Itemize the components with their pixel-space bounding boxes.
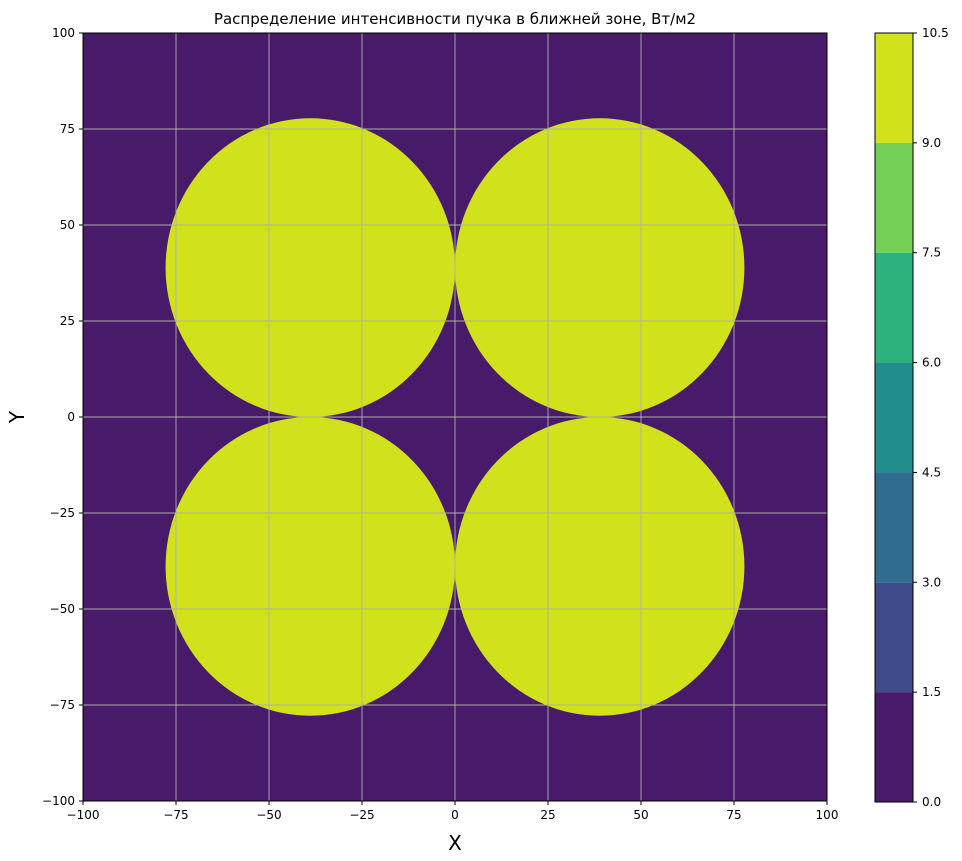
y-tick-label: −25	[50, 506, 75, 520]
y-tick-label: 50	[60, 218, 75, 232]
colorbar-band	[875, 582, 913, 693]
y-tick-label: 0	[67, 410, 75, 424]
colorbar-frame	[874, 32, 914, 803]
x-tick-label: 50	[633, 808, 648, 822]
colorbar-band	[875, 362, 913, 473]
x-tick-label: 100	[816, 808, 839, 822]
y-tick-label: −75	[50, 698, 75, 712]
x-tick-label: −25	[349, 808, 374, 822]
beam-spot-4	[455, 416, 745, 716]
y-axis-label: Y	[5, 410, 29, 424]
x-tick-label: −50	[256, 808, 281, 822]
beam-spot-1	[165, 118, 456, 417]
x-tick-label: 25	[540, 808, 555, 822]
beam-spot-2	[455, 118, 745, 417]
colorbar-band	[875, 692, 913, 802]
beam-spot-3	[165, 416, 456, 716]
colorbar-tick-label: 4.5	[922, 465, 941, 479]
colorbar-tick-label: 9.0	[922, 136, 941, 150]
colorbar-tick-label: 10.5	[922, 26, 949, 40]
colorbar-tick-label: 7.5	[922, 246, 941, 260]
y-tick-label: 25	[60, 314, 75, 328]
colorbar-band	[875, 33, 913, 143]
y-tick-label: −50	[50, 602, 75, 616]
colorbar-band	[875, 252, 913, 363]
colorbar-tick-label: 3.0	[922, 575, 941, 589]
colorbar-band	[875, 472, 913, 583]
axes: −100 −75 −50 −25 0 25 50 75 100 −100 −75 −50 −25 0 25 5…	[42, 26, 838, 822]
x-tick-label: 75	[726, 808, 741, 822]
colorbar-tick-label: 1.5	[922, 685, 941, 699]
x-tick-label: −100	[67, 808, 100, 822]
x-tick-label: 0	[451, 808, 459, 822]
x-tick-label: −75	[163, 808, 188, 822]
y-tick-label: −100	[42, 794, 75, 808]
colorbar-tick-label: 0.0	[922, 795, 941, 809]
y-tick-label: 100	[52, 26, 75, 40]
chart-title: Распределение интенсивности пучка в ближ…	[214, 10, 696, 28]
colorbar-tick-label: 6.0	[922, 356, 941, 370]
colorbar-band	[875, 142, 913, 253]
colorbar: 0.0 1.5 3.0 4.5 6.0 7.5 9.0 10.5	[874, 26, 949, 809]
x-axis-label: X	[448, 831, 462, 855]
y-tick-label: 75	[60, 122, 75, 136]
